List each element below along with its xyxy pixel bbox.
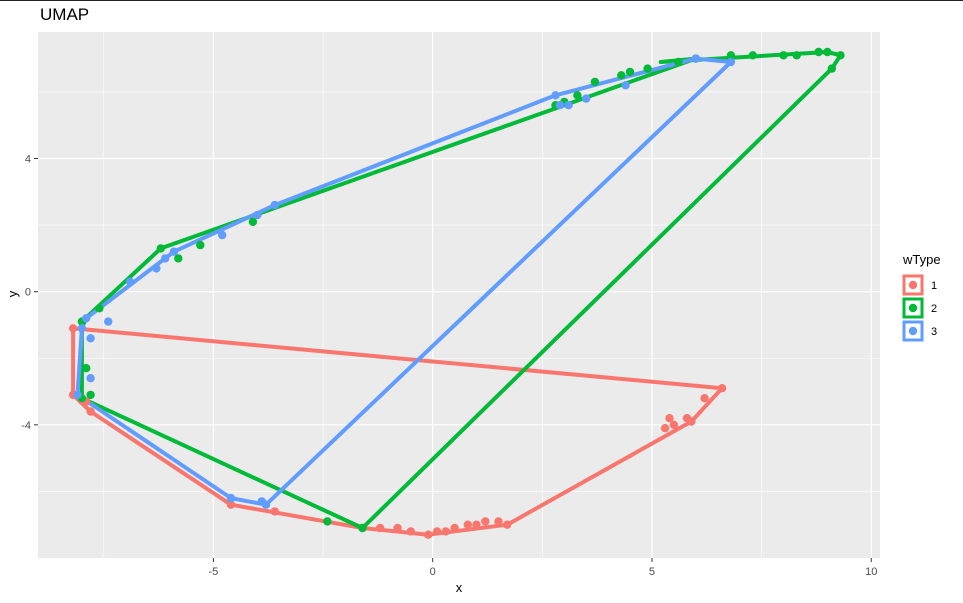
- point-series-1: [472, 520, 481, 529]
- point-series-1: [226, 500, 236, 509]
- legend-item-2: 2: [902, 297, 937, 319]
- point-series-1: [424, 530, 433, 539]
- point-series-3: [82, 314, 91, 323]
- legend-item-1: 1: [902, 274, 937, 296]
- point-series-3: [218, 230, 227, 240]
- major-gridlines: [38, 32, 880, 558]
- legend-key-point: [908, 326, 918, 336]
- point-series-2: [726, 51, 736, 60]
- point-series-2: [323, 517, 332, 526]
- point-series-1: [665, 414, 674, 423]
- legend-label: 1: [931, 280, 937, 292]
- legend-items: 1 2 3: [902, 274, 937, 342]
- point-series-2: [827, 64, 836, 73]
- point-series-2: [674, 57, 683, 67]
- point-series-1: [441, 527, 450, 536]
- point-series-1: [717, 384, 727, 393]
- point-series-1: [669, 420, 679, 429]
- point-series-3: [169, 247, 179, 256]
- point-series-2: [86, 390, 95, 400]
- legend-title: wType: [902, 252, 941, 267]
- point-series-2: [792, 51, 801, 60]
- legend-key-point: [908, 303, 918, 313]
- point-series-2: [625, 67, 635, 77]
- legend-label: 2: [931, 303, 937, 315]
- point-series-2: [156, 244, 165, 253]
- point-series-3: [726, 57, 736, 67]
- y-axis-title: y: [5, 290, 20, 297]
- point-series-3: [582, 94, 591, 103]
- point-series-1: [393, 523, 402, 533]
- point-series-1: [494, 517, 503, 526]
- legend-item-3: 3: [902, 320, 937, 342]
- data-points: [68, 47, 845, 539]
- chart-title: UMAP: [40, 5, 89, 24]
- point-series-1: [86, 407, 95, 416]
- point-series-1: [270, 507, 279, 516]
- point-series-1: [660, 424, 670, 433]
- legend: wType 1 2 3: [902, 252, 941, 342]
- point-series-3: [104, 317, 113, 326]
- point-series-2: [590, 77, 600, 87]
- point-series-2: [643, 64, 652, 73]
- point-series-2: [617, 71, 626, 80]
- x-axis-title: x: [456, 580, 463, 595]
- point-series-1: [375, 523, 385, 533]
- window-top-border: [0, 0, 963, 1]
- point-series-3: [77, 324, 87, 333]
- point-series-3: [257, 497, 266, 506]
- point-series-1: [700, 394, 709, 403]
- point-series-3: [73, 390, 82, 400]
- point-series-2: [748, 51, 757, 60]
- legend-label: 3: [931, 326, 937, 338]
- x-tick-label: 10: [865, 566, 877, 578]
- point-series-3: [555, 101, 565, 110]
- point-series-2: [779, 51, 788, 60]
- point-series-3: [86, 334, 95, 343]
- point-series-2: [248, 217, 258, 226]
- point-series-3: [270, 200, 279, 210]
- point-series-2: [573, 91, 582, 100]
- point-series-1: [432, 527, 442, 536]
- x-tick-label: 0: [430, 566, 436, 578]
- point-series-2: [82, 364, 91, 373]
- point-series-1: [481, 517, 490, 526]
- point-series-1: [450, 523, 459, 533]
- point-series-2: [814, 47, 823, 57]
- point-series-1: [503, 520, 512, 529]
- minor-gridlines: [38, 32, 880, 558]
- point-series-3: [161, 254, 170, 263]
- point-series-3: [564, 101, 573, 110]
- point-series-1: [682, 414, 692, 423]
- y-axis-ticks: -4 0 4: [21, 154, 38, 432]
- y-tick-label: -4: [21, 420, 31, 432]
- point-series-2: [358, 523, 367, 533]
- point-series-3: [691, 54, 700, 63]
- point-series-1: [406, 527, 415, 536]
- point-series-1: [463, 520, 472, 529]
- point-series-1: [68, 324, 78, 333]
- point-series-3: [86, 374, 95, 383]
- point-series-3: [226, 493, 236, 503]
- x-tick-label: -5: [209, 566, 219, 578]
- point-series-2: [823, 47, 832, 57]
- plot-panel: [38, 32, 880, 558]
- point-series-3: [152, 264, 161, 273]
- point-series-2: [174, 254, 183, 263]
- point-series-2: [836, 51, 845, 60]
- x-axis-ticks: -5 0 5 10: [209, 558, 877, 578]
- point-series-2: [196, 240, 205, 250]
- point-series-3: [551, 91, 560, 100]
- y-tick-label: 0: [25, 287, 31, 299]
- point-series-3: [621, 81, 630, 90]
- legend-key-point: [908, 280, 918, 290]
- y-tick-label: 4: [25, 154, 31, 166]
- x-tick-label: 5: [649, 566, 655, 578]
- point-series-2: [95, 304, 104, 313]
- point-series-3: [125, 277, 135, 286]
- point-series-3: [253, 210, 262, 220]
